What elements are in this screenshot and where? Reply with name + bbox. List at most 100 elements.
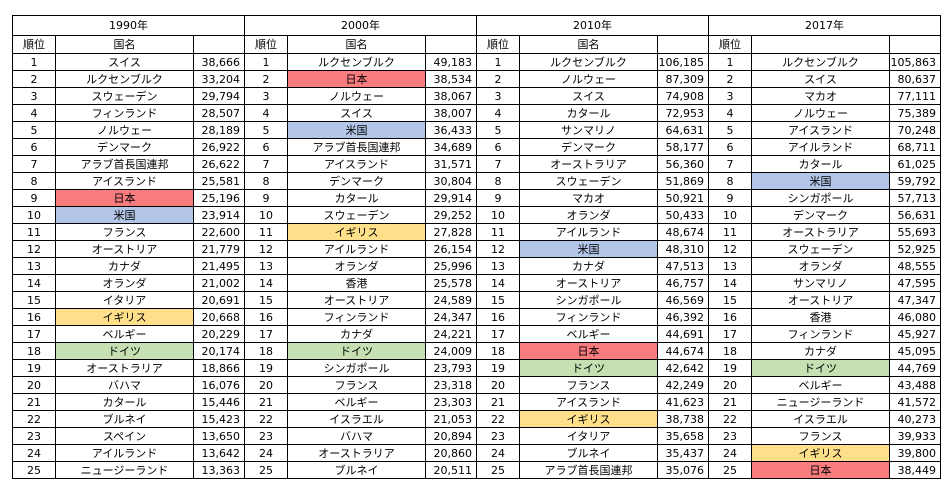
country-cell: カタール [519, 104, 658, 122]
country-cell: オランダ [519, 206, 658, 224]
country-cell: スイス [751, 70, 890, 88]
value-cell: 29,252 [425, 206, 477, 224]
value-cell: 38,666 [193, 53, 245, 71]
value-cell: 25,196 [193, 189, 245, 207]
value-cell: 24,221 [425, 325, 477, 343]
country-cell: 米国 [55, 206, 194, 224]
table-row-25: 25 ニュージーランド 13,363 25 ブルネイ 20,511 25 アラブ首長国連邦 35… [12, 461, 941, 479]
value-cell: 38,534 [425, 70, 477, 88]
country-cell: イギリス [519, 410, 658, 428]
table-row-15: 15 イタリア 20,691 15 オーストリア 24,589 15 シンガポール 46,569… [12, 291, 941, 309]
country-cell: スウェーデン [55, 87, 194, 105]
table-row-13: 13 カナダ 21,495 13 オランダ 25,996 13 カナダ 47,513 13 オランダ… [12, 257, 941, 275]
value-cell: 51,869 [657, 172, 709, 190]
country-cell: アイスランド [287, 155, 426, 173]
country-cell: 米国 [287, 121, 426, 139]
rank-cell: 19 [12, 359, 56, 377]
value-cell: 13,363 [193, 461, 245, 479]
value-cell: 35,658 [657, 427, 709, 445]
rank-cell: 5 [12, 121, 56, 139]
rank-cell: 15 [708, 291, 752, 309]
country-cell: スイス [287, 104, 426, 122]
rank-cell: 12 [476, 240, 520, 258]
value-cell: 45,095 [889, 342, 941, 360]
value-cell: 38,738 [657, 410, 709, 428]
country-cell: バハマ [287, 427, 426, 445]
value-cell: 41,572 [889, 393, 941, 411]
gdp-per-capita-ranking-table: 1990年 2000年 2010年 2017年 順位 国名 順位 国名 順位 国名 順位 1 スイス 3… [12, 15, 941, 479]
country-cell: 香港 [287, 274, 426, 292]
rank-cell: 2 [244, 70, 288, 88]
value-cell: 41,623 [657, 393, 709, 411]
rank-cell: 18 [708, 342, 752, 360]
rank-cell: 1 [708, 53, 752, 71]
country-cell: ノルウェー [287, 87, 426, 105]
table-row-20: 20 バハマ 16,076 20 フランス 23,318 20 フランス 42,249 20 ベルギ… [12, 376, 941, 394]
rank-cell: 3 [476, 87, 520, 105]
country-cell: ニュージーランド [55, 461, 194, 479]
value-cell: 24,589 [425, 291, 477, 309]
table-row-8: 8 アイスランド 25,581 8 デンマーク 30,804 8 スウェーデン 51,869 8 米… [12, 172, 941, 190]
value-column-header-3 [657, 35, 709, 54]
country-cell: バハマ [55, 376, 194, 394]
country-cell: フランス [751, 427, 890, 445]
country-cell: ベルギー [55, 325, 194, 343]
rank-cell: 10 [476, 206, 520, 224]
value-cell: 29,914 [425, 189, 477, 207]
country-cell: 日本 [519, 342, 658, 360]
country-cell: スウェーデン [751, 240, 890, 258]
rank-cell: 22 [476, 410, 520, 428]
value-cell: 29,794 [193, 87, 245, 105]
table-row-9: 9 日本 25,196 9 カタール 29,914 9 マカオ 50,921 9 シンガポール 57,… [12, 189, 941, 207]
country-cell: ルクセンブルク [751, 53, 890, 71]
value-cell: 23,303 [425, 393, 477, 411]
rank-cell: 4 [244, 104, 288, 122]
table-row-16: 16 イギリス 20,668 16 フィンランド 24,347 16 フィンランド 46,392… [12, 308, 941, 326]
value-cell: 46,392 [657, 308, 709, 326]
value-cell: 46,569 [657, 291, 709, 309]
rank-cell: 15 [244, 291, 288, 309]
rank-cell: 16 [244, 308, 288, 326]
rank-cell: 1 [244, 53, 288, 71]
rank-cell: 10 [12, 206, 56, 224]
rank-cell: 5 [708, 121, 752, 139]
rank-cell: 24 [476, 444, 520, 462]
rank-cell: 2 [708, 70, 752, 88]
value-cell: 21,002 [193, 274, 245, 292]
country-cell: オランダ [751, 257, 890, 275]
rank-cell: 2 [12, 70, 56, 88]
value-cell: 36,433 [425, 121, 477, 139]
rank-cell: 7 [708, 155, 752, 173]
rank-cell: 17 [12, 325, 56, 343]
country-cell: デンマーク [55, 138, 194, 156]
rank-cell: 4 [708, 104, 752, 122]
country-cell: オーストラリア [55, 359, 194, 377]
year-header-2: 2000年 [244, 15, 477, 36]
value-cell: 20,894 [425, 427, 477, 445]
value-cell: 75,389 [889, 104, 941, 122]
value-cell: 40,273 [889, 410, 941, 428]
country-cell: フィンランド [287, 308, 426, 326]
value-cell: 23,793 [425, 359, 477, 377]
country-cell: オーストリア [287, 291, 426, 309]
rank-cell: 11 [244, 223, 288, 241]
country-cell: スウェーデン [519, 172, 658, 190]
value-cell: 48,674 [657, 223, 709, 241]
country-cell: アラブ首長国連邦 [287, 138, 426, 156]
country-cell: イスラエル [287, 410, 426, 428]
rank-cell: 13 [476, 257, 520, 275]
country-cell: アイルランド [751, 138, 890, 156]
rank-cell: 13 [708, 257, 752, 275]
rank-cell: 22 [244, 410, 288, 428]
country-cell: ニュージーランド [751, 393, 890, 411]
country-cell: ドイツ [287, 342, 426, 360]
rank-cell: 1 [12, 53, 56, 71]
rank-cell: 2 [476, 70, 520, 88]
country-cell: ドイツ [55, 342, 194, 360]
value-cell: 24,347 [425, 308, 477, 326]
rank-cell: 14 [244, 274, 288, 292]
country-cell: シンガポール [751, 189, 890, 207]
value-cell: 15,423 [193, 410, 245, 428]
value-cell: 43,488 [889, 376, 941, 394]
rank-cell: 10 [244, 206, 288, 224]
